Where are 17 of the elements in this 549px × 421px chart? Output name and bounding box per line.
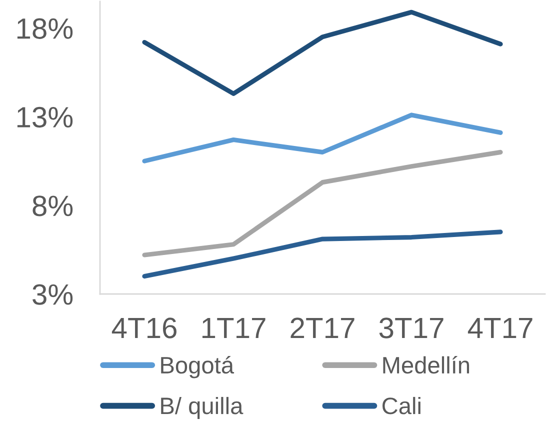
legend-label: B/ quilla <box>161 396 244 419</box>
x-tick-label: 2T17 <box>290 318 354 338</box>
line-series <box>142 230 503 279</box>
line-series <box>142 10 503 96</box>
legend-label: Medellín <box>383 356 470 374</box>
x-tick-label: 3T17 <box>379 318 444 338</box>
y-tick-label: 13% <box>17 106 73 128</box>
y-tick-label: 3% <box>32 284 73 305</box>
legend-label: Bogotá <box>161 356 234 378</box>
x-tick-label: 1T17 <box>202 318 266 338</box>
line-series <box>142 112 503 164</box>
legend-label: Cali <box>382 396 420 414</box>
x-tick-label: 4T16 <box>112 318 176 338</box>
y-tick-label: 8% <box>32 196 73 216</box>
line-series <box>142 150 503 258</box>
y-tick-label: 18% <box>17 18 73 39</box>
x-tick-label: 4T17 <box>468 318 532 338</box>
